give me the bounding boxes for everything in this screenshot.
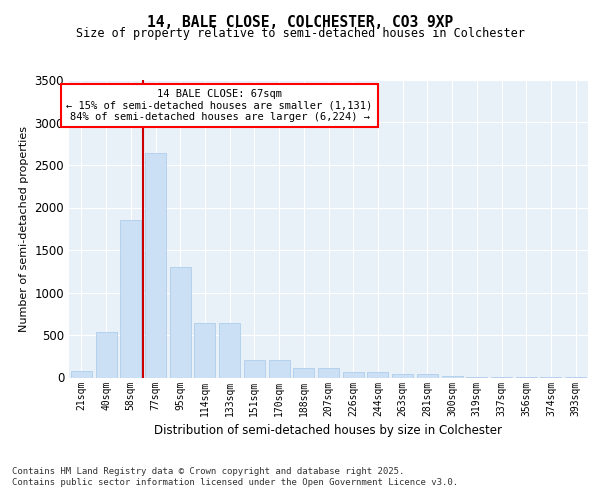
Bar: [244, 360, 265, 378]
Bar: [318, 368, 339, 378]
Bar: [170, 267, 191, 378]
Bar: [293, 368, 314, 378]
Bar: [466, 376, 487, 378]
Bar: [95, 332, 116, 378]
Bar: [392, 374, 413, 378]
Text: 14 BALE CLOSE: 67sqm
← 15% of semi-detached houses are smaller (1,131)
84% of se: 14 BALE CLOSE: 67sqm ← 15% of semi-detac…: [67, 89, 373, 122]
Text: 14, BALE CLOSE, COLCHESTER, CO3 9XP: 14, BALE CLOSE, COLCHESTER, CO3 9XP: [147, 15, 453, 30]
Bar: [442, 376, 463, 378]
Bar: [343, 372, 364, 378]
Bar: [120, 220, 141, 378]
Text: Contains public sector information licensed under the Open Government Licence v3: Contains public sector information licen…: [12, 478, 458, 487]
X-axis label: Distribution of semi-detached houses by size in Colchester: Distribution of semi-detached houses by …: [155, 424, 503, 437]
Y-axis label: Number of semi-detached properties: Number of semi-detached properties: [19, 126, 29, 332]
Bar: [491, 377, 512, 378]
Bar: [417, 374, 438, 378]
Text: Size of property relative to semi-detached houses in Colchester: Size of property relative to semi-detach…: [76, 28, 524, 40]
Bar: [145, 153, 166, 378]
Bar: [269, 360, 290, 378]
Bar: [194, 323, 215, 378]
Bar: [71, 370, 92, 378]
Bar: [219, 323, 240, 378]
Text: Contains HM Land Registry data © Crown copyright and database right 2025.: Contains HM Land Registry data © Crown c…: [12, 467, 404, 476]
Bar: [367, 372, 388, 378]
